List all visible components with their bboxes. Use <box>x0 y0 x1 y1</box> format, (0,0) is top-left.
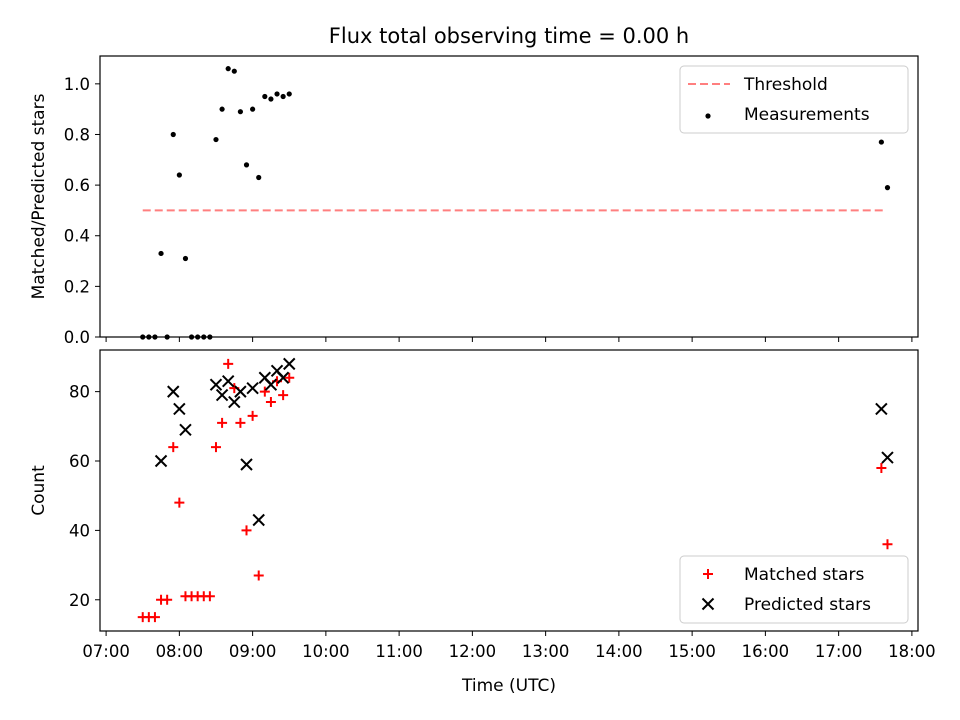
matched-star-point <box>882 539 893 550</box>
y-tick-label: 20 <box>69 591 90 610</box>
x-tick-label: 11:00 <box>375 642 423 661</box>
measurement-point <box>237 109 244 115</box>
y-tick-label: 60 <box>69 452 90 471</box>
matched-star-point <box>223 358 234 369</box>
y-tick-label: 1.0 <box>64 75 90 94</box>
predicted-star-point <box>173 402 186 416</box>
legend-predicted-swatch <box>701 597 715 611</box>
measurement-point <box>213 136 219 143</box>
measurement-point <box>182 255 189 262</box>
figure-title: Flux total observing time = 0.00 h <box>329 24 689 48</box>
measurement-point <box>256 174 262 181</box>
plot-frame <box>99 55 919 338</box>
y-tick-label: 40 <box>69 521 90 540</box>
predicted-star-point <box>228 395 241 409</box>
legend-label: Measurements <box>744 105 870 125</box>
matched-star-point <box>235 417 246 428</box>
y-tick-label: 0.8 <box>64 125 90 144</box>
matched-star-point <box>265 397 276 408</box>
legend-label: Matched stars <box>744 565 864 585</box>
predicted-star-point <box>215 388 229 402</box>
plot-frame <box>99 349 919 632</box>
measurement-point <box>243 162 250 168</box>
predicted-star-point <box>221 375 235 388</box>
matched-star-point <box>210 442 221 453</box>
measurement-point <box>231 68 237 74</box>
matched-star-point <box>259 386 270 397</box>
legend-box <box>679 555 909 624</box>
x-tick-label: 18:00 <box>888 642 936 661</box>
legend: Matched stars Predicted stars <box>679 555 909 624</box>
matched-star-point <box>247 410 258 421</box>
legend-label: Threshold <box>743 75 828 95</box>
matched-star-point <box>168 442 179 453</box>
x-tick-label: 15:00 <box>668 642 716 661</box>
predicted-star-point <box>240 458 253 471</box>
measurement-point <box>286 91 292 97</box>
predicted-star-point <box>875 402 888 416</box>
y-tick-label: 0.0 <box>64 328 90 347</box>
predicted-star-point <box>179 423 192 436</box>
y-tick-label: 0.2 <box>64 277 90 296</box>
measurement-point <box>219 106 225 112</box>
legend-measurement-swatch <box>705 113 711 119</box>
x-axis-label: Time (UTC) <box>461 676 556 696</box>
measurement-point <box>884 185 891 191</box>
matched-star-point <box>241 525 252 536</box>
predicted-star-point <box>234 385 247 398</box>
matched-star-point <box>204 591 215 602</box>
predicted-star-point <box>283 357 296 371</box>
predicted-star-point <box>881 451 894 464</box>
predicted-star-point <box>252 513 265 527</box>
predicted-star-point <box>209 378 223 391</box>
count-panel: 07:00 08:00 09:00 10:00 11:00 12:00 13:00 14:00… <box>29 349 936 696</box>
measurement-point <box>274 91 280 97</box>
legend-box <box>679 65 909 134</box>
measurement-point <box>170 131 176 138</box>
y-axis-label: Matched/Predicted stars <box>29 93 49 299</box>
matched-star-point <box>278 390 289 401</box>
x-tick-label: 10:00 <box>302 642 350 661</box>
matched-star-point <box>162 594 173 605</box>
x-tick-label: 07:00 <box>82 642 130 661</box>
x-tick-label: 09:00 <box>229 642 277 661</box>
measurement-point <box>262 93 268 100</box>
x-tick-label: 17:00 <box>815 642 863 661</box>
y-axis-label: Count <box>29 465 49 516</box>
matched-star-point <box>174 497 185 508</box>
x-tick-label: 13:00 <box>522 642 570 661</box>
predicted-star-point <box>154 454 168 468</box>
matched-star-point <box>876 462 887 473</box>
predicted-star-point <box>276 371 290 384</box>
measurement-point <box>878 139 884 145</box>
x-tick-label: 08:00 <box>156 642 204 661</box>
matched-star-point <box>217 417 228 428</box>
x-tick-label: 14:00 <box>595 642 643 661</box>
measurement-point <box>250 106 256 112</box>
ratio-panel: 0.0 0.2 0.4 0.6 0.8 1.0 Matched/Predicted star… <box>29 55 919 347</box>
y-tick-label: 0.6 <box>64 176 90 195</box>
measurement-point <box>176 172 182 178</box>
legend-matched-swatch <box>703 569 713 579</box>
legend-label: Predicted stars <box>744 595 871 615</box>
predicted-star-point <box>167 385 180 398</box>
y-tick-label: 80 <box>69 383 90 402</box>
measurement-point <box>158 250 164 257</box>
measurement-point <box>280 93 286 100</box>
legend: Threshold Measurements <box>679 65 909 134</box>
measurement-point <box>268 96 274 102</box>
matched-star-point <box>149 612 160 623</box>
x-tick-label: 16:00 <box>742 642 790 661</box>
matched-star-point <box>253 570 264 581</box>
y-tick-label: 0.4 <box>64 227 90 246</box>
predicted-star-point <box>264 378 278 391</box>
measurement-point <box>225 66 231 72</box>
predicted-star-point <box>246 381 259 395</box>
matched-star-point <box>284 372 295 383</box>
x-tick-label: 12:00 <box>449 642 497 661</box>
